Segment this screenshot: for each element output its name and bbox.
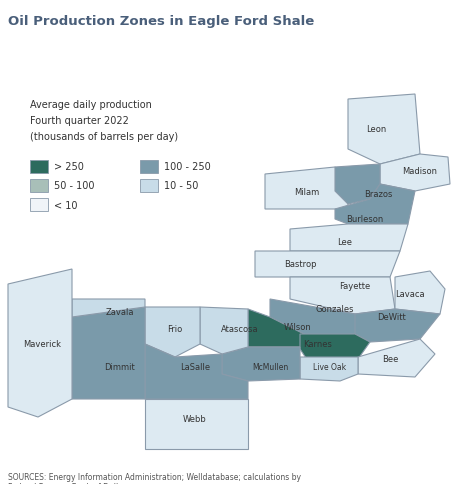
Text: Maverick: Maverick (23, 340, 61, 349)
Polygon shape (289, 277, 394, 314)
Text: Fourth quarter 2022: Fourth quarter 2022 (30, 116, 129, 126)
Text: Brazos: Brazos (363, 190, 392, 199)
Polygon shape (379, 155, 449, 192)
Polygon shape (254, 252, 399, 277)
Text: 10 - 50: 10 - 50 (164, 181, 198, 191)
Text: LaSalle: LaSalle (179, 363, 210, 372)
Polygon shape (8, 270, 72, 417)
Text: Burleson: Burleson (346, 215, 383, 224)
Text: Zavala: Zavala (106, 308, 134, 317)
Text: Madison: Madison (402, 167, 437, 176)
Bar (140, 161, 157, 173)
Text: Frio: Frio (167, 325, 182, 334)
Text: Lee: Lee (337, 238, 352, 247)
Text: Live Oak: Live Oak (313, 363, 346, 372)
Text: Fayette: Fayette (339, 282, 370, 291)
Text: (thousands of barrels per day): (thousands of barrels per day) (30, 132, 178, 142)
Text: Average daily production: Average daily production (30, 100, 151, 110)
Text: Karnes: Karnes (303, 340, 332, 349)
Polygon shape (394, 272, 444, 314)
Polygon shape (72, 307, 145, 399)
Polygon shape (269, 300, 369, 337)
Text: Gonzales: Gonzales (315, 305, 353, 314)
Text: Milam: Milam (294, 188, 319, 197)
Bar (30, 161, 48, 173)
Polygon shape (334, 165, 379, 205)
Text: < 10: < 10 (54, 200, 77, 210)
Polygon shape (289, 225, 407, 252)
Text: > 250: > 250 (54, 162, 84, 172)
Bar (30, 180, 48, 193)
Polygon shape (247, 309, 309, 348)
Polygon shape (72, 300, 145, 318)
Text: DeWitt: DeWitt (377, 313, 405, 322)
Text: Atascosa: Atascosa (221, 325, 258, 334)
Polygon shape (145, 344, 247, 399)
Text: 50 - 100: 50 - 100 (54, 181, 94, 191)
Bar (30, 199, 48, 212)
Text: Webb: Webb (183, 415, 207, 424)
Polygon shape (222, 348, 299, 381)
Polygon shape (200, 307, 247, 354)
Polygon shape (354, 309, 439, 342)
Bar (140, 180, 157, 193)
Polygon shape (334, 184, 414, 225)
Text: Bastrop: Bastrop (283, 260, 316, 269)
Text: Lavaca: Lavaca (394, 290, 424, 299)
Text: Dimmit: Dimmit (104, 363, 135, 372)
Polygon shape (299, 357, 357, 381)
Polygon shape (357, 339, 434, 377)
Text: 100 - 250: 100 - 250 (164, 162, 210, 172)
Text: Wilson: Wilson (284, 323, 311, 332)
Text: SOURCES: Energy Information Administration; Welldatabase; calculations by
Federa: SOURCES: Energy Information Administrati… (8, 472, 300, 484)
Polygon shape (145, 399, 247, 449)
Polygon shape (347, 95, 419, 165)
Text: Bee: Bee (381, 355, 397, 364)
Text: Oil Production Zones in Eagle Ford Shale: Oil Production Zones in Eagle Ford Shale (8, 15, 313, 29)
Polygon shape (299, 334, 369, 364)
Text: McMullen: McMullen (252, 363, 287, 372)
Polygon shape (145, 307, 200, 357)
Polygon shape (264, 167, 347, 210)
Text: Leon: Leon (365, 125, 385, 134)
